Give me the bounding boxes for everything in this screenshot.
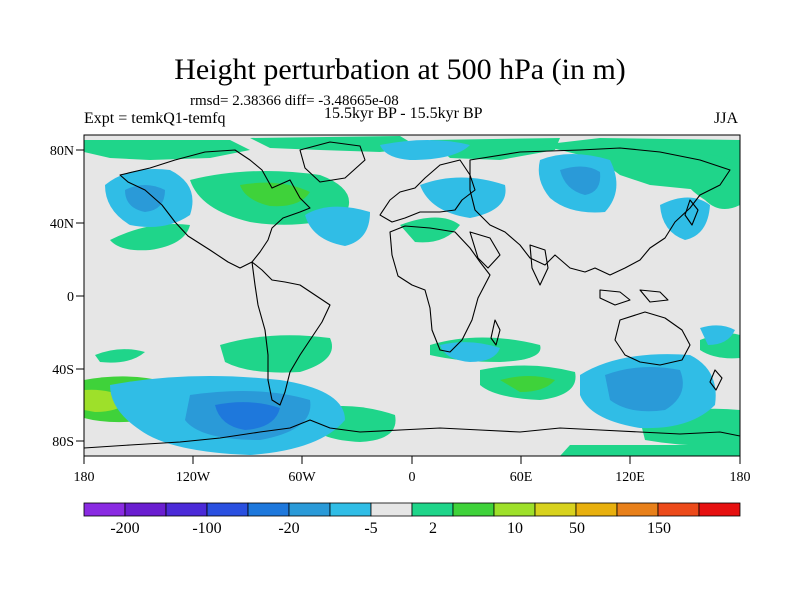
colorbar-label: 2 — [429, 520, 437, 537]
colorbar-swatch — [329, 502, 372, 517]
y-tick-label: 40N — [50, 217, 74, 232]
colorbar-swatch — [370, 502, 413, 517]
colorbar-swatch — [247, 502, 290, 517]
colorbar-swatch — [616, 502, 659, 517]
colorbar-label: -20 — [278, 520, 299, 537]
colorbar-swatch — [411, 502, 454, 517]
colorbar — [83, 502, 741, 517]
stats-text: rmsd= 2.38366 diff= -3.48665e-08 — [190, 93, 399, 109]
y-tick-label: 80S — [52, 435, 74, 450]
colorbar-label: -100 — [192, 520, 221, 537]
y-axis: 80N 40N 0 40S 80S — [50, 144, 84, 450]
x-tick-label: 180 — [74, 470, 95, 485]
colorbar-swatch — [452, 502, 495, 517]
colorbar-label: 10 — [507, 520, 523, 537]
colorbar-swatch — [83, 502, 126, 517]
colorbar-label: 50 — [569, 520, 585, 537]
contour-fields — [84, 136, 740, 456]
colorbar-label: 150 — [647, 520, 671, 537]
x-tick-label: 120W — [176, 470, 211, 485]
x-tick-label: 120E — [615, 470, 645, 485]
y-tick-label: 80N — [50, 144, 74, 159]
colorbar-swatch — [165, 502, 208, 517]
colorbar-labels: -200 -100 -20 -5 2 10 50 150 — [110, 520, 671, 537]
negative-anomalies — [105, 140, 735, 455]
x-axis: 180 120W 60W 0 60E 120E 180 — [74, 456, 751, 485]
x-tick-label: 0 — [409, 470, 416, 485]
experiment-label: Expt = temkQ1-temfq — [84, 110, 226, 127]
plot-title: Height perturbation at 500 hPa (in m) — [174, 53, 626, 86]
coastlines — [84, 141, 740, 449]
colorbar-swatch — [698, 502, 741, 517]
colorbar-swatch — [575, 502, 618, 517]
colorbar-swatch — [288, 502, 331, 517]
y-tick-label: 0 — [67, 290, 74, 305]
period-label: 15.5kyr BP - 15.5kyr BP — [324, 105, 483, 122]
colorbar-swatch — [493, 502, 536, 517]
x-tick-label: 60W — [288, 470, 316, 485]
colorbar-label: -200 — [110, 520, 139, 537]
colorbar-swatch — [534, 502, 577, 517]
colorbar-swatch — [206, 502, 249, 517]
colorbar-swatch — [124, 502, 167, 517]
colorbar-swatch — [657, 502, 700, 517]
y-tick-label: 40S — [52, 363, 74, 378]
colorbar-label: -5 — [364, 520, 377, 537]
season-label: JJA — [714, 110, 739, 127]
x-tick-label: 180 — [730, 470, 751, 485]
x-tick-label: 60E — [510, 470, 533, 485]
